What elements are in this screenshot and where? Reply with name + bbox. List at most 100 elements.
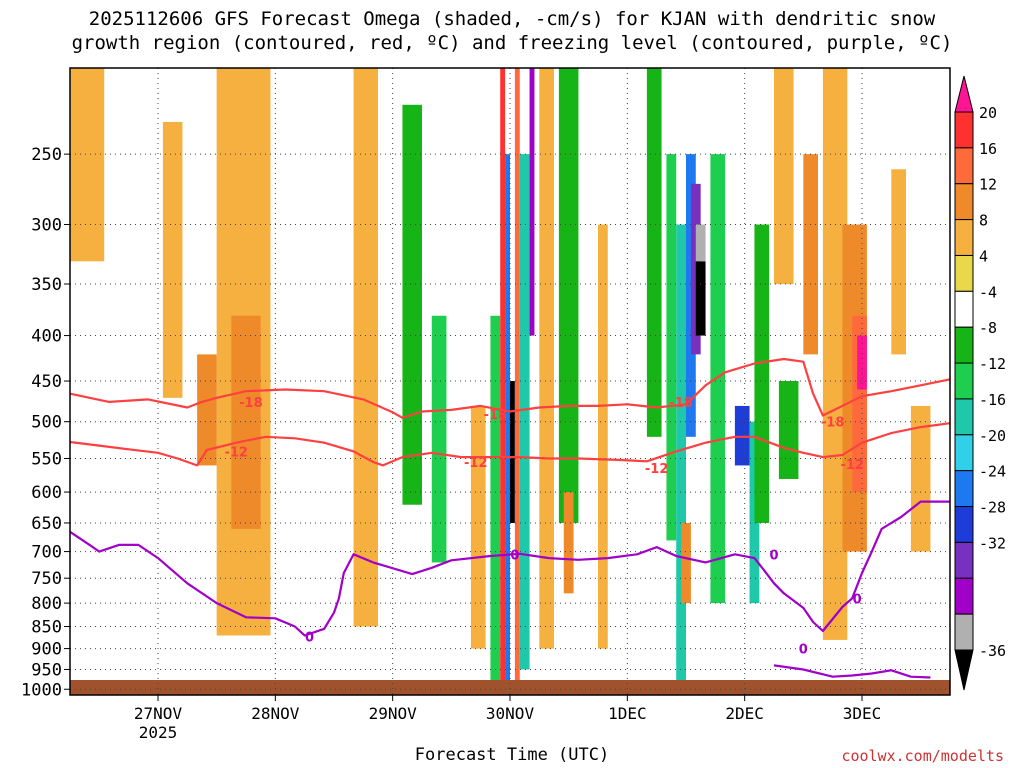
y-tick-label: 750 — [31, 569, 62, 589]
colorbar-label: -24 — [979, 463, 1006, 481]
y-tick-label: 900 — [31, 640, 62, 660]
y-tick-label: 400 — [31, 327, 62, 347]
chart-title-line-1: 2025112606 GFS Forecast Omega (shaded, -… — [88, 8, 936, 30]
grid-lines — [70, 68, 950, 695]
contour-label: -18 — [484, 408, 508, 423]
omega-cell — [676, 224, 686, 690]
contour-label: 0 — [510, 548, 519, 563]
contour-label: -12 — [224, 445, 248, 460]
omega-cell — [857, 335, 867, 390]
x-tick-label: 3DEC — [843, 704, 882, 723]
colorbar-bin — [954, 326, 974, 364]
omega-cell — [431, 315, 447, 563]
omega-cell — [734, 405, 750, 466]
contour-line — [69, 500, 950, 637]
y-tick-label: 600 — [31, 483, 62, 503]
contour-line — [69, 357, 951, 419]
omega-cell — [666, 154, 677, 541]
colorbar-bin — [954, 290, 974, 328]
omega-cell — [681, 522, 691, 604]
contour-label: 0 — [853, 592, 862, 607]
omega-cell — [891, 169, 906, 355]
colorbar-bin — [954, 613, 974, 651]
colorbar-bin — [954, 111, 974, 149]
y-tick-label: 550 — [31, 449, 62, 469]
y-tick-label: 800 — [31, 594, 62, 614]
colorbar-bin — [954, 398, 974, 436]
omega-cell — [505, 154, 510, 690]
omega-cell — [514, 68, 520, 690]
omega-cell — [231, 315, 261, 529]
colorbar-bin — [954, 219, 974, 256]
x-tick-label: 1DEC — [608, 704, 647, 723]
y-tick-label: 450 — [31, 372, 62, 392]
omega-cell — [529, 68, 535, 336]
colorbar-bin — [954, 506, 974, 543]
omega-cell — [470, 405, 486, 649]
y-tick-label: 650 — [31, 514, 62, 534]
contour-label: -12 — [645, 462, 669, 477]
x-tick-label: 27NOV — [134, 704, 183, 723]
ground-layer — [70, 680, 950, 695]
colorbar-bin — [954, 183, 974, 221]
omega-cell — [695, 224, 706, 262]
omega-cell — [563, 492, 574, 594]
omega-cell — [778, 381, 799, 479]
contour-label: -12 — [840, 458, 864, 473]
contour-line — [69, 422, 951, 467]
ground-band — [70, 680, 950, 695]
omega-cell — [774, 68, 794, 285]
colorbar-bottom-arrow — [954, 649, 974, 691]
colorbar-top-arrow — [954, 75, 974, 113]
omega-cell — [70, 68, 105, 262]
colorbar-label: 12 — [979, 176, 997, 194]
x-tick-label: 30NOV — [486, 704, 535, 723]
y-tick-label: 300 — [31, 216, 62, 236]
omega-cell — [754, 224, 770, 523]
x-tick-label: 28NOV — [251, 704, 300, 723]
contour-lines — [69, 357, 951, 679]
omega-cell — [646, 68, 662, 437]
colorbar-bin — [954, 470, 974, 508]
colorbar-label: -20 — [979, 427, 1006, 445]
contour-labels: -18 -18 -18 -18 -12 -12 -12 -12 0 0 0 0 0 — [224, 396, 864, 658]
colorbar-bin — [954, 541, 974, 579]
contour-label: -18 — [239, 396, 263, 411]
y-tick-label: 1000 — [21, 680, 62, 700]
omega-cell — [197, 354, 217, 466]
colorbar-label: 8 — [979, 212, 988, 230]
contour-label: 0 — [305, 630, 314, 645]
colorbar-label: -16 — [979, 391, 1006, 409]
contour-line — [773, 664, 931, 679]
omega-cell — [162, 121, 183, 398]
x-tick-label: 29NOV — [369, 704, 418, 723]
y-tick-label: 950 — [31, 660, 62, 680]
omega-cell — [510, 381, 515, 523]
omega-cell — [803, 154, 818, 355]
y-axis: 2503003504004505005506006507007508008509… — [21, 145, 70, 700]
colorbar-label: 4 — [979, 247, 988, 265]
x-tick-label: 2DEC — [725, 704, 764, 723]
colorbar-label: -36 — [979, 642, 1006, 660]
omega-cell — [598, 224, 608, 649]
colorbar-label: -8 — [979, 319, 997, 337]
y-tick-label: 350 — [31, 275, 62, 295]
contour-label: -12 — [464, 456, 488, 471]
omega-cell — [490, 315, 501, 690]
contour-label: 0 — [769, 548, 778, 563]
colorbar-label: -4 — [979, 283, 997, 301]
colorbar-bin — [954, 577, 974, 615]
omega-heatmap — [70, 68, 931, 690]
contour-label: -18 — [821, 416, 845, 431]
omega-cell — [353, 68, 378, 627]
x-axis-label: Forecast Time (UTC) — [414, 745, 610, 765]
chart-title-line-2: growth region (contoured, red, ºC) and f… — [71, 32, 953, 54]
contour-label: 0 — [799, 643, 808, 658]
x-tick-sublabel: 2025 — [139, 723, 178, 742]
contour-label: -18 — [669, 396, 693, 411]
omega-cell — [910, 405, 931, 552]
omega-cell — [402, 104, 422, 505]
colorbar-label: 20 — [979, 104, 997, 122]
